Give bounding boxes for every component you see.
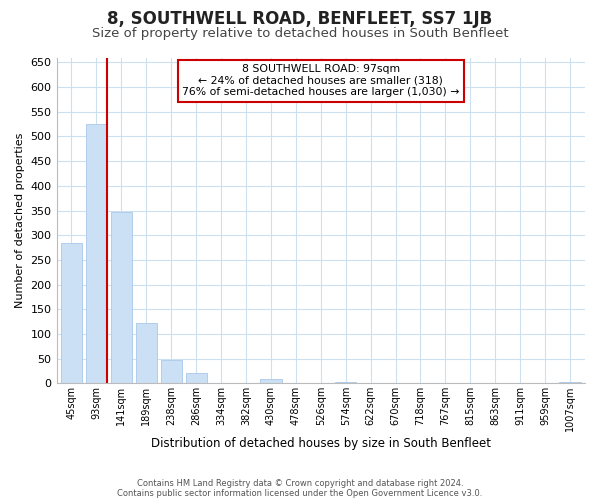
- Bar: [335, 382, 356, 384]
- Bar: [185, 374, 207, 384]
- Bar: [111, 212, 132, 384]
- Text: 8, SOUTHWELL ROAD, BENFLEET, SS7 1JB: 8, SOUTHWELL ROAD, BENFLEET, SS7 1JB: [107, 10, 493, 28]
- Text: Size of property relative to detached houses in South Benfleet: Size of property relative to detached ho…: [92, 28, 508, 40]
- Text: 8 SOUTHWELL ROAD: 97sqm
← 24% of detached houses are smaller (318)
76% of semi-d: 8 SOUTHWELL ROAD: 97sqm ← 24% of detache…: [182, 64, 460, 97]
- Y-axis label: Number of detached properties: Number of detached properties: [15, 132, 25, 308]
- Bar: [559, 382, 581, 384]
- X-axis label: Distribution of detached houses by size in South Benfleet: Distribution of detached houses by size …: [151, 437, 491, 450]
- Bar: [86, 124, 107, 384]
- Bar: [260, 380, 281, 384]
- Bar: [61, 242, 82, 384]
- Bar: [161, 360, 182, 384]
- Text: Contains HM Land Registry data © Crown copyright and database right 2024.: Contains HM Land Registry data © Crown c…: [137, 478, 463, 488]
- Text: Contains public sector information licensed under the Open Government Licence v3: Contains public sector information licen…: [118, 488, 482, 498]
- Bar: [136, 323, 157, 384]
